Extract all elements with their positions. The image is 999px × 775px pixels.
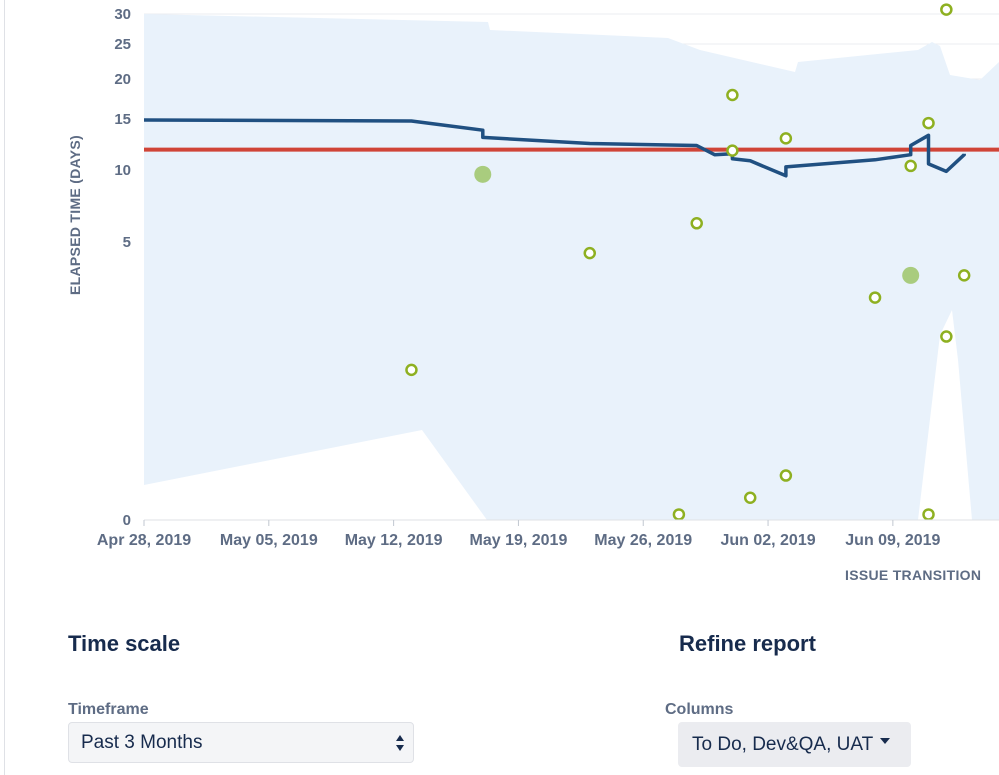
- y-tick-label: 30: [114, 6, 131, 23]
- rolling-average-line: [144, 118, 966, 178]
- y-tick-label: 5: [123, 234, 131, 251]
- issue-point[interactable]: [957, 269, 971, 282]
- issue-point[interactable]: [922, 508, 935, 520]
- issue-point[interactable]: [868, 291, 882, 304]
- issue-point[interactable]: [904, 159, 917, 173]
- issue-points[interactable]: [405, 3, 971, 520]
- y-tick-label: 25: [114, 36, 131, 53]
- issue-point[interactable]: [940, 3, 953, 16]
- x-tick-label: May 19, 2019: [470, 532, 568, 549]
- issue-point[interactable]: [743, 491, 757, 505]
- issue-cluster-point[interactable]: [474, 165, 492, 183]
- x-tick-label: May 26, 2019: [594, 532, 692, 549]
- y-tick-label: 20: [114, 71, 131, 88]
- y-tick-label: 10: [114, 162, 131, 179]
- timeframe-value: Past 3 Months: [81, 731, 203, 753]
- chevron-down-icon: [880, 737, 891, 744]
- issue-point[interactable]: [922, 116, 935, 130]
- issue-point[interactable]: [583, 246, 596, 260]
- page-left-border: [4, 0, 5, 775]
- issue-point[interactable]: [672, 508, 686, 520]
- standard-deviation-band: [144, 14, 999, 520]
- y-axis-ticks: 0 5 10 15 20 25 30: [114, 6, 131, 529]
- issue-point[interactable]: [779, 132, 793, 145]
- x-tick-label: Jun 09, 2019: [845, 532, 940, 549]
- refine-report-title: Refine report: [679, 631, 816, 656]
- x-tick-label: May 05, 2019: [220, 532, 318, 549]
- timeframe-label: Timeframe: [68, 701, 149, 718]
- issue-point[interactable]: [405, 363, 418, 377]
- columns-label: Columns: [665, 701, 734, 718]
- y-tick-label: 15: [114, 111, 131, 128]
- issue-cluster-point[interactable]: [902, 266, 920, 284]
- timeframe-select[interactable]: Past 3 Months: [68, 722, 414, 763]
- issue-point[interactable]: [726, 88, 739, 102]
- y-axis-title: ELAPSED TIME (DAYS): [67, 135, 83, 295]
- issue-point[interactable]: [726, 144, 739, 157]
- time-scale-title: Time scale: [68, 631, 181, 656]
- x-tick-label: May 12, 2019: [345, 532, 443, 549]
- control-chart[interactable]: 0 5 10 15 20 25 30 Apr 28, 2019 May 05, 2019 May…: [0, 0, 999, 600]
- issue-point[interactable]: [940, 330, 953, 343]
- x-axis-ticks: Apr 28, 2019 May 05, 2019 May 12, 2019 May …: [97, 520, 941, 549]
- issue-point[interactable]: [690, 217, 703, 230]
- columns-dropdown[interactable]: To Do, Dev&QA, UAT: [678, 722, 911, 767]
- issue-point[interactable]: [779, 469, 793, 482]
- columns-value: To Do, Dev&QA, UAT: [692, 733, 874, 755]
- y-tick-label: 0: [123, 512, 131, 529]
- x-axis-title: ISSUE TRANSITION: [845, 567, 981, 583]
- x-tick-label: Jun 02, 2019: [720, 532, 815, 549]
- select-arrows-icon: [396, 735, 404, 751]
- x-tick-label: Apr 28, 2019: [97, 532, 191, 549]
